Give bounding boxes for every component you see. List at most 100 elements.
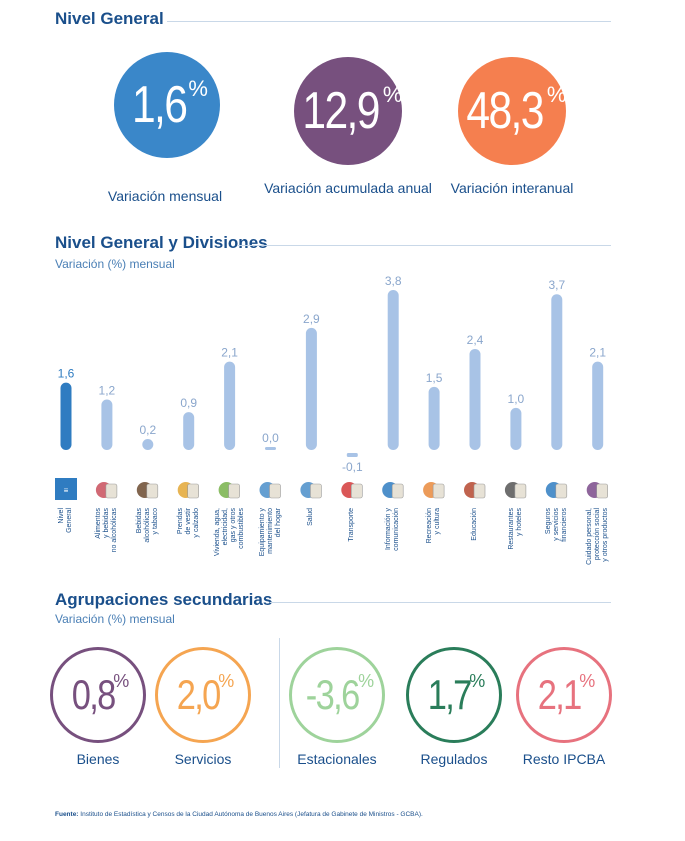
bank-icon (545, 482, 568, 499)
category-label: Vivienda, agua, electricidad, gas y otro… (213, 508, 245, 557)
agrupacion-label: Servicios (174, 751, 232, 767)
kpi-unit: % (188, 76, 208, 101)
category-label: Alimentos y bebidas no alcohólicas (94, 508, 118, 553)
category-label: Restaurantes y hoteles (507, 508, 523, 550)
agrupacion-value: 2,0 (176, 671, 222, 718)
source-footer: Fuente: Instituto de Estadística y Censo… (55, 811, 423, 818)
bar (224, 361, 236, 450)
bar-value-label: 3,7 (548, 278, 565, 292)
nivel-general-title: Nivel General (55, 9, 164, 28)
agrupacion-unit: % (358, 670, 375, 691)
bar-value-label: 2,9 (303, 312, 320, 326)
bar (510, 407, 522, 450)
category-label: Salud (307, 508, 315, 526)
bar-value-label: 2,1 (589, 346, 606, 360)
divisiones-bar-chart: 1,6 ≡ 1,2 0,2 0,9 2,1 0,0 2,9 -0,1 3,8 1,5 2,4 1,0 3,… (55, 274, 609, 500)
ipcba-logo-icon: ≡ (55, 478, 77, 500)
kpi-unit: % (382, 82, 403, 107)
bar (469, 348, 481, 450)
food-icon (95, 482, 118, 499)
agrupacion-value: 2,1 (537, 671, 583, 718)
kpi-unit: % (546, 82, 567, 107)
vertical-divider (279, 638, 280, 768)
agrupaciones-subtitle: Variación (%) mensual (55, 612, 175, 626)
agrupacion-label: Regulados (420, 751, 488, 767)
bar (183, 412, 195, 450)
category-label: Seguros y servicios financieros (544, 508, 568, 542)
kpi-circle: 48,3% (458, 57, 566, 165)
kpi-value: 1,6 (132, 76, 188, 134)
jacket-icon (177, 482, 199, 499)
bar-value-label: 1,0 (508, 392, 525, 406)
category-label: Educación (471, 508, 478, 541)
section-divider (167, 21, 611, 22)
agrupacion-ring: 2,1% (516, 647, 612, 743)
kpi-label: Variación acumulada anual (264, 180, 432, 196)
bar-value-label: 2,4 (467, 333, 484, 347)
doctor-icon (300, 482, 322, 499)
bar (592, 361, 604, 450)
car-icon (341, 482, 363, 499)
school-icon (464, 482, 486, 499)
bar-value-label: 0,0 (262, 431, 279, 445)
source-label: Fuente: (55, 811, 79, 818)
kpi-label: Variación mensual (107, 188, 223, 204)
bar (551, 294, 563, 450)
bar (60, 382, 72, 450)
agrupacion-ring: 1,7% (406, 647, 502, 743)
bar (142, 439, 154, 450)
category-label: Información y comunicación (385, 508, 401, 551)
bar (387, 290, 399, 450)
bar-value-label: 1,5 (426, 371, 443, 385)
kpi-label: Variación interanual (450, 180, 574, 196)
agrupacion-value: 0,8 (71, 671, 117, 718)
bar-value-label: 3,8 (385, 274, 402, 288)
agrupacion-label: Estacionales (297, 751, 377, 767)
personal-care-icon (586, 482, 609, 499)
bar-value-label: 2,1 (221, 346, 238, 360)
category-label: Bebidas alcohólicas y tabaco (135, 508, 159, 543)
agrupaciones-title: Agrupaciones secundarias (55, 590, 273, 609)
section-divider (270, 602, 611, 603)
kpi-value: 12,9 (301, 82, 380, 140)
kpi-value: 48,3 (465, 82, 544, 140)
bar (346, 453, 358, 457)
agrupacion-value: -3,6 (305, 671, 360, 718)
agrupacion-unit: % (579, 670, 596, 691)
section-divider (237, 245, 611, 246)
agrupacion-ring: 2,0% (155, 647, 251, 743)
agrupacion-unit: % (469, 670, 486, 691)
computer-icon (382, 482, 404, 499)
agrupacion-unit: % (218, 670, 235, 691)
bar-value-label: 0,2 (139, 423, 156, 437)
category-label: Prendas de vestir y calzado (176, 508, 200, 538)
agrupacion-ring: 0,8% (50, 647, 146, 743)
source-text: Instituto de Estadística y Censos de la … (78, 811, 423, 818)
agrupacion-value: 1,7 (427, 671, 473, 718)
svg-text:≡: ≡ (64, 486, 69, 495)
category-label: Nivel General (58, 508, 73, 533)
kpi-circle: 1,6% (114, 52, 220, 158)
theater-masks-icon (423, 482, 445, 499)
category-label: Equipamiento y mantenimiento del hogar (258, 508, 282, 557)
agrupacion-ring: -3,6% (289, 647, 385, 743)
bar-value-label: -0,1 (342, 460, 363, 474)
agrupacion-unit: % (113, 670, 130, 691)
divisiones-subtitle: Variación (%) mensual (55, 257, 175, 271)
bottles-icon (136, 482, 159, 499)
bar-value-label: 0,9 (180, 396, 197, 410)
agrupacion-label: Resto IPCBA (522, 751, 606, 767)
bar-value-label: 1,6 (58, 367, 75, 381)
agrupacion-label: Bienes (76, 751, 120, 767)
restaurant-icon (504, 482, 527, 499)
house-icon (218, 482, 240, 499)
category-label: Recreación y cultura (426, 508, 442, 544)
category-label: Cuidado personal, protección social y ot… (585, 508, 609, 565)
bar (265, 447, 276, 450)
category-label: Transporte (348, 508, 356, 542)
kpi-circle: 12,9% (294, 57, 402, 165)
washing-machine-icon (259, 482, 281, 499)
bar (101, 399, 113, 450)
bar-value-label: 1,2 (99, 383, 116, 397)
bar (305, 327, 317, 450)
